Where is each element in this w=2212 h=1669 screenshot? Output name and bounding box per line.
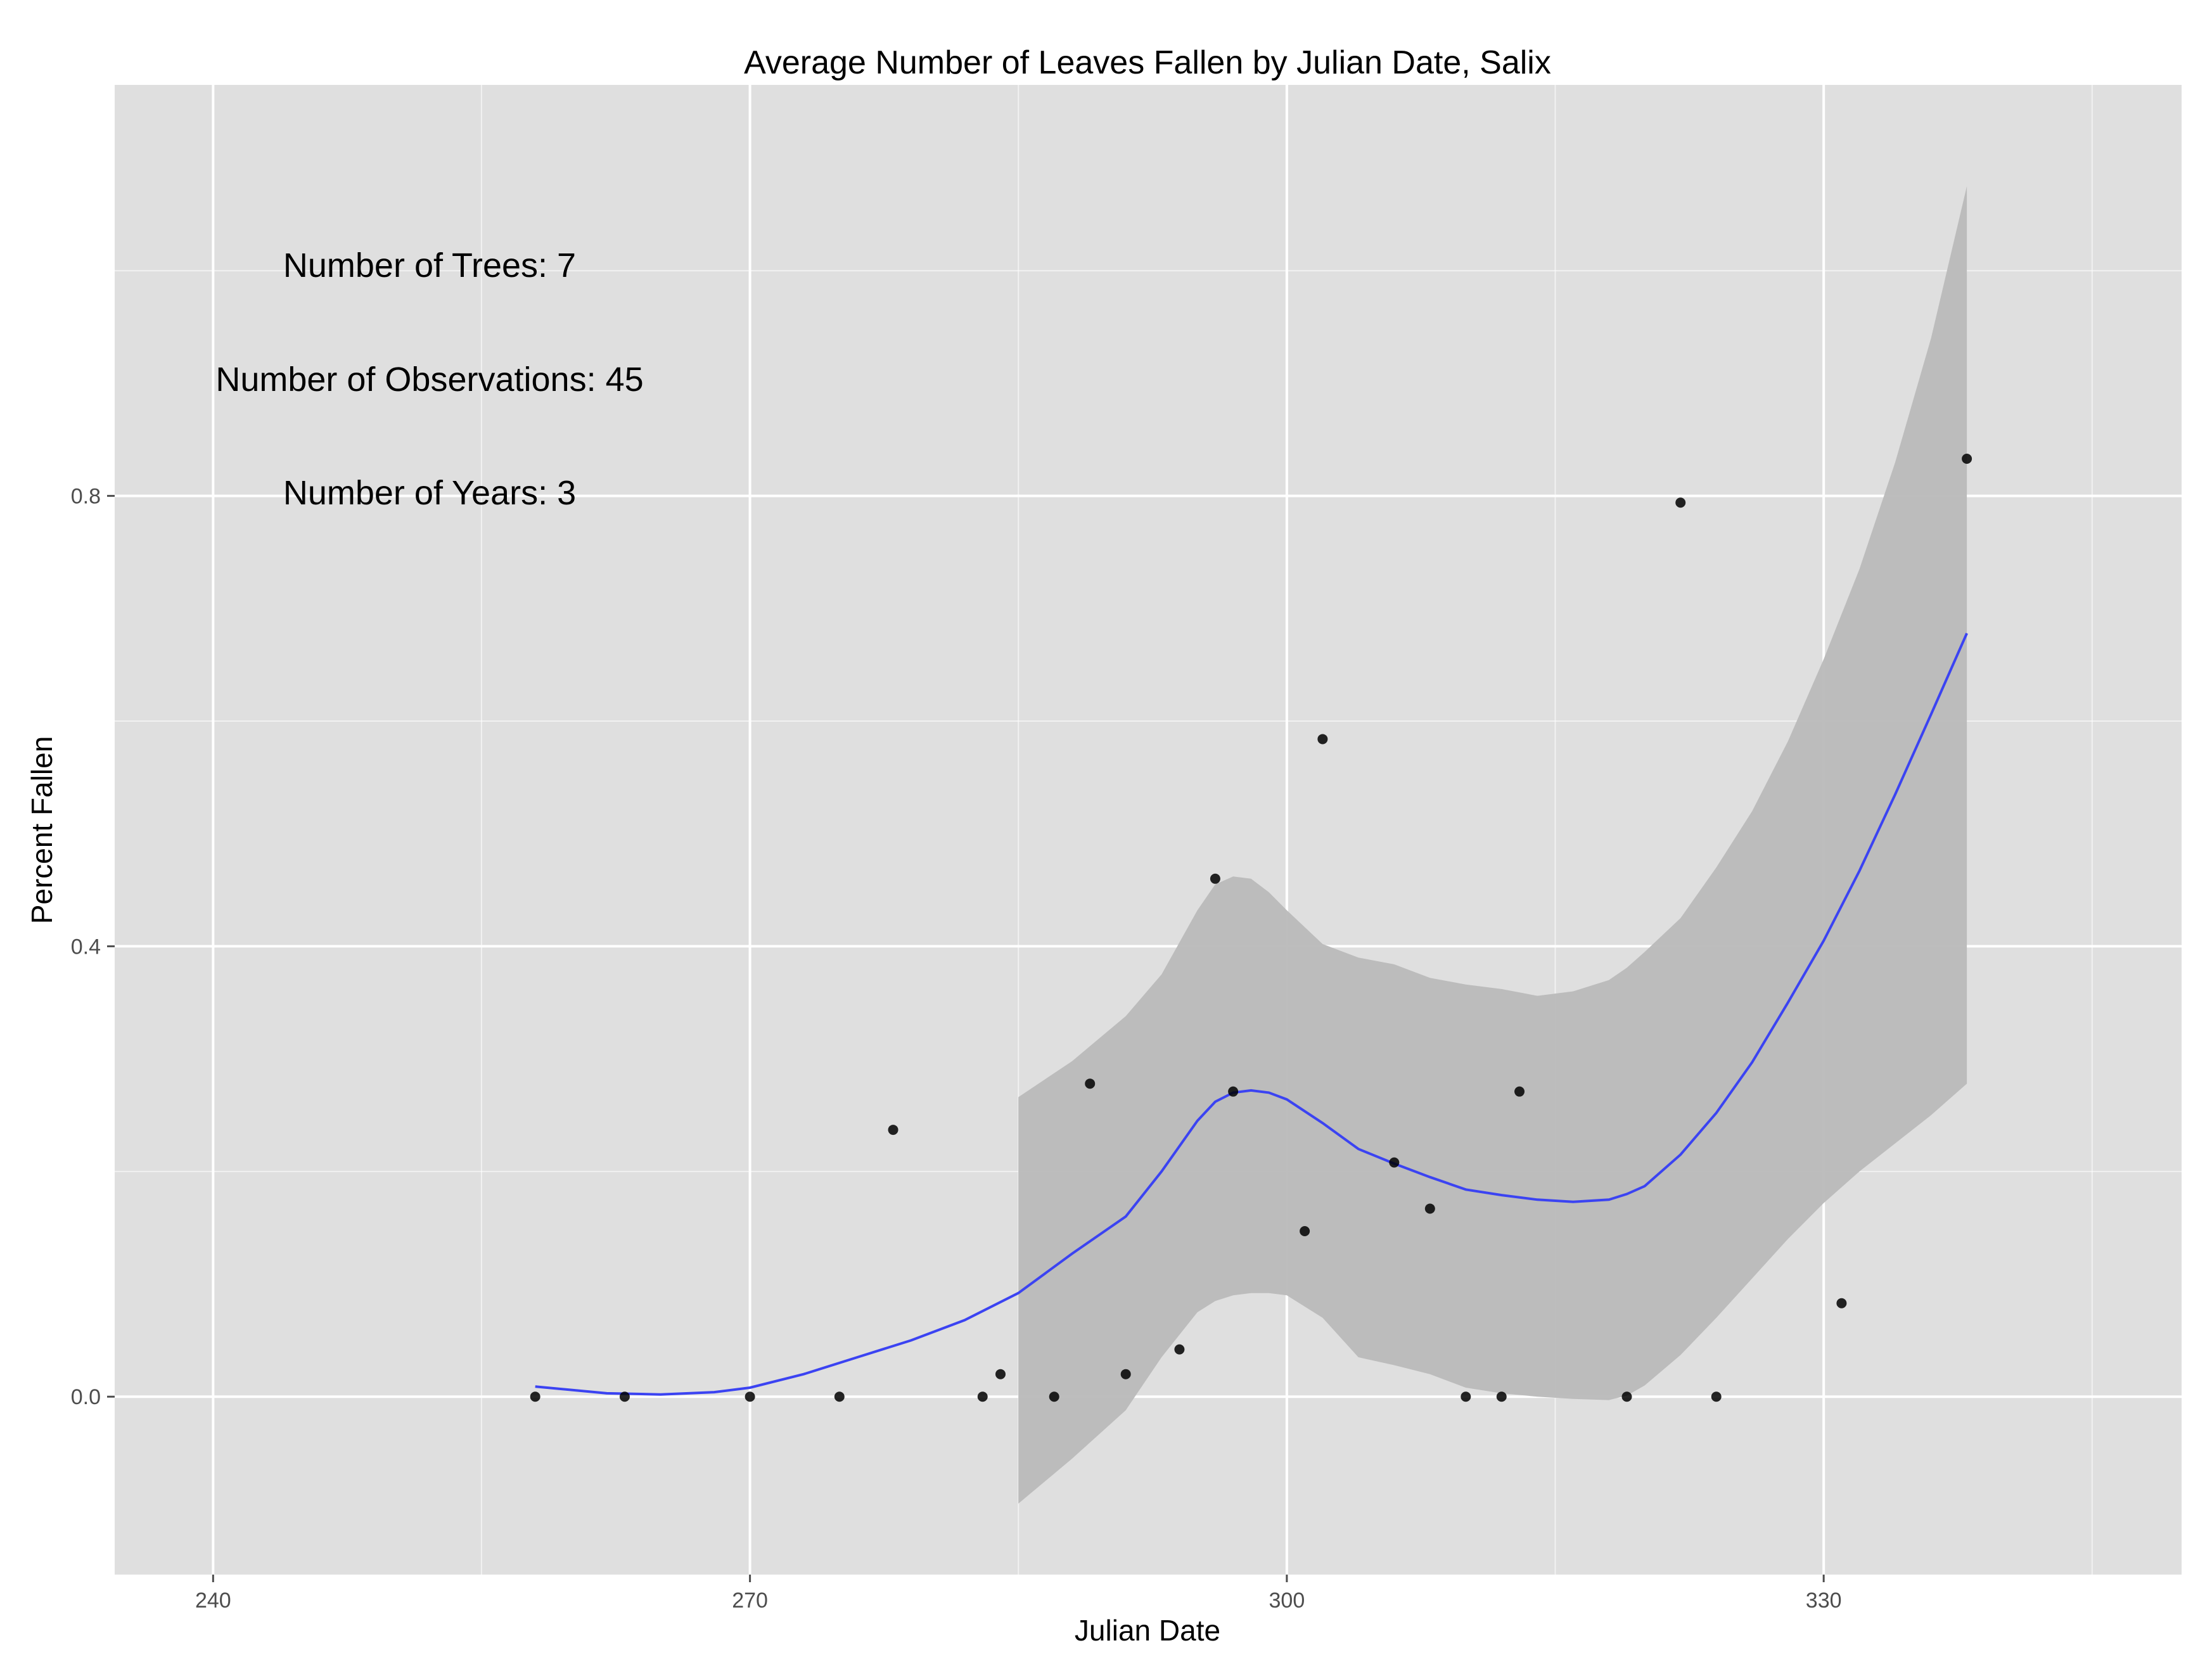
data-point — [1836, 1298, 1847, 1308]
x-tick-label: 330 — [1806, 1589, 1842, 1613]
data-point — [1461, 1391, 1471, 1402]
data-point — [1621, 1391, 1632, 1402]
y-axis-title: Percent Fallen — [25, 736, 58, 924]
data-point — [1424, 1203, 1435, 1214]
x-tick-label: 240 — [195, 1589, 231, 1613]
confidence-band-layer — [1018, 186, 1967, 1504]
data-point — [1174, 1344, 1185, 1355]
data-point — [1711, 1391, 1722, 1402]
data-point — [834, 1391, 845, 1402]
y-tick-label: 0.0 — [71, 1385, 101, 1409]
data-point — [1389, 1157, 1400, 1168]
x-axis: 240 270 300 330 — [195, 1575, 1842, 1613]
chart-title: Average Number of Leaves Fallen by Julia… — [744, 44, 1551, 81]
data-point — [995, 1369, 1006, 1379]
y-tick-label: 0.4 — [71, 935, 101, 959]
annotation-observations: Number of Observations: 45 — [215, 361, 643, 399]
annotation-years: Number of Years: 3 — [283, 474, 576, 512]
data-point — [745, 1391, 755, 1402]
data-point — [1228, 1086, 1239, 1097]
y-tick-label: 0.8 — [71, 485, 101, 509]
data-point — [1496, 1391, 1507, 1402]
x-axis-title: Julian Date — [1075, 1614, 1220, 1647]
confidence-band — [1018, 186, 1967, 1504]
x-tick-label: 300 — [1269, 1589, 1305, 1613]
data-point — [1120, 1369, 1131, 1379]
data-point — [1049, 1391, 1059, 1402]
data-point — [619, 1391, 630, 1402]
y-axis: 0.0 0.4 0.8 — [71, 485, 115, 1409]
data-point — [888, 1125, 898, 1135]
data-point — [1317, 734, 1328, 745]
data-point — [1210, 873, 1220, 884]
x-tick-label: 270 — [732, 1589, 768, 1613]
annotation-trees: Number of Trees: 7 — [283, 246, 576, 285]
data-point — [530, 1391, 540, 1402]
data-points-layer — [530, 453, 1972, 1402]
data-point — [1962, 453, 1972, 464]
annotations-layer: Number of Trees: 7 Number of Observation… — [215, 246, 643, 512]
smooth-line — [535, 632, 1968, 1396]
data-point — [1085, 1078, 1096, 1089]
data-point — [1300, 1226, 1310, 1237]
data-point — [1514, 1086, 1525, 1097]
data-point — [977, 1391, 988, 1402]
data-point — [1675, 497, 1686, 508]
smooth-line-layer — [535, 632, 1968, 1396]
